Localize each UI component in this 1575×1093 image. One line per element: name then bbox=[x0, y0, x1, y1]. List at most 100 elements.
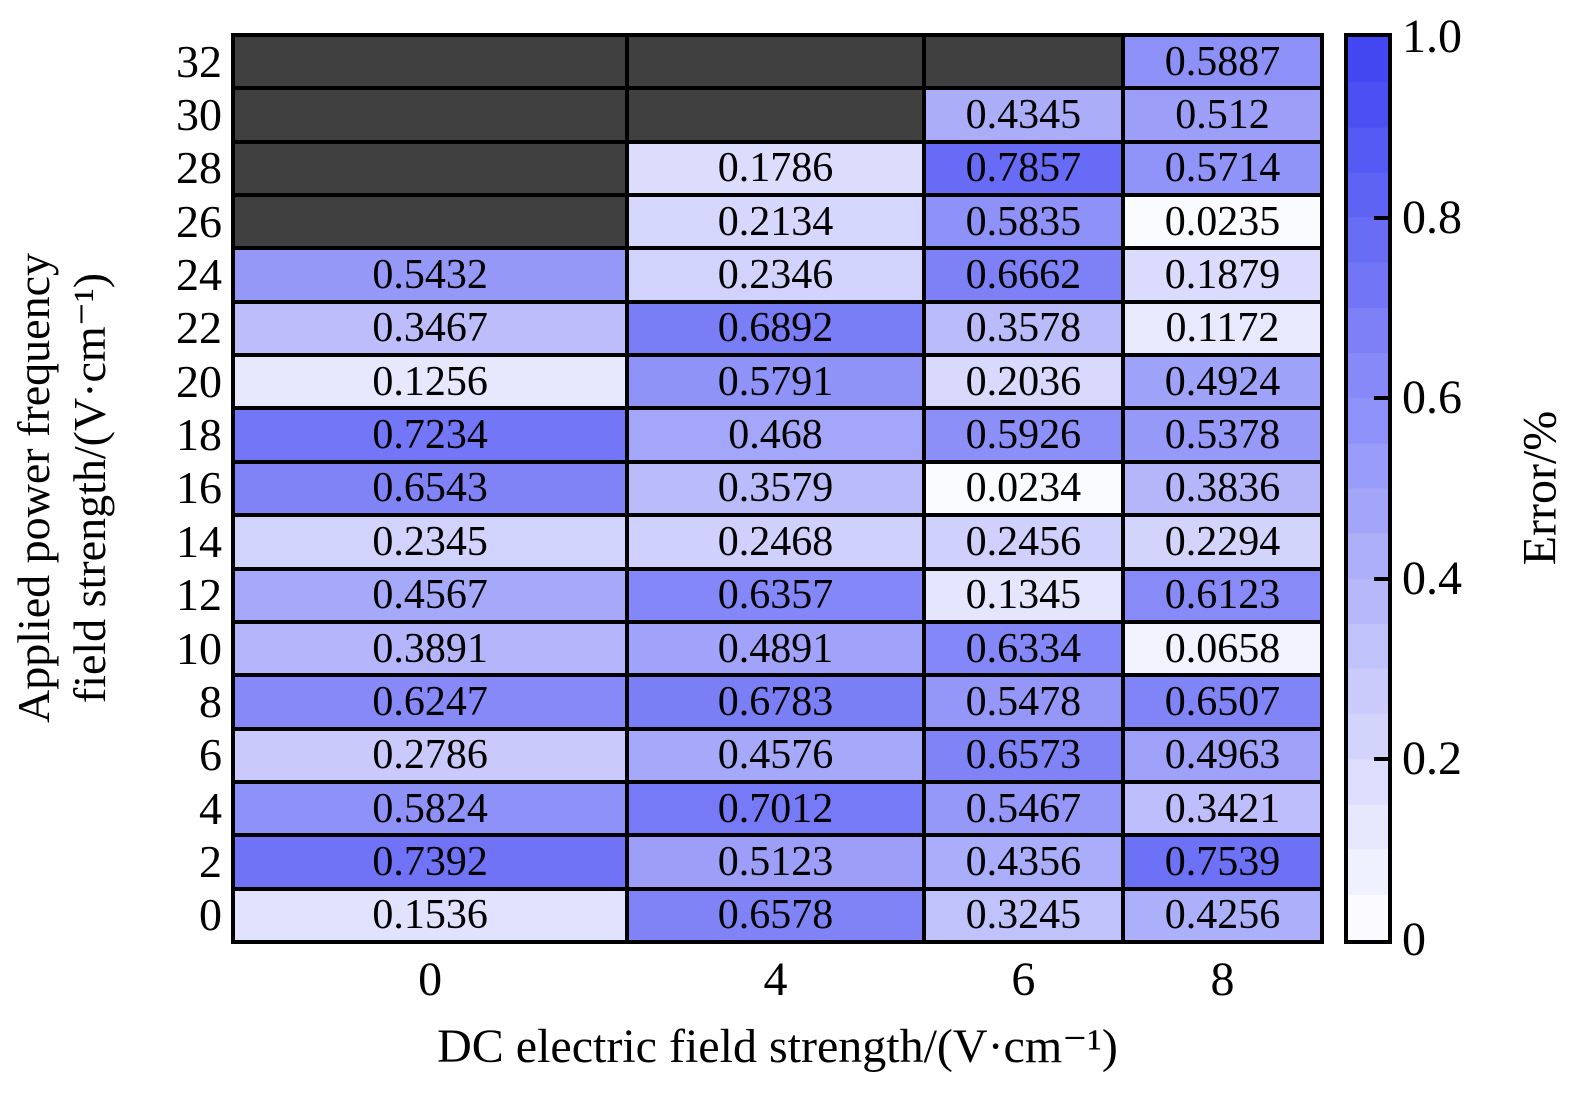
heatmap-cell: 0.2786 bbox=[235, 730, 626, 780]
colorbar-tick bbox=[1374, 757, 1390, 762]
y-axis-tick-label: 20 bbox=[176, 355, 222, 407]
heatmap-cell: 0.5378 bbox=[1124, 410, 1320, 460]
colorbar-tick-label: 0.2 bbox=[1402, 732, 1462, 786]
colorbar-tick-label: 0.4 bbox=[1402, 551, 1462, 605]
y-axis-tick-label: 28 bbox=[176, 142, 222, 194]
y-axis-tick-label: 2 bbox=[199, 835, 222, 887]
y-axis-tick-label: 4 bbox=[199, 782, 222, 834]
y-axis-tick-label: 32 bbox=[176, 35, 222, 87]
heatmap-cell: 0.5467 bbox=[925, 783, 1121, 834]
heatmap-cell: 0.6573 bbox=[925, 730, 1121, 780]
colorbar-tick bbox=[1374, 396, 1390, 401]
heatmap-cell: 0.1879 bbox=[1124, 250, 1320, 300]
heatmap-cell: 0.4356 bbox=[925, 837, 1121, 887]
heatmap-cell: 0.7012 bbox=[629, 783, 922, 834]
heatmap-cell: 0.2456 bbox=[925, 517, 1121, 567]
colorbar-tick-label: 0.8 bbox=[1402, 190, 1462, 244]
heatmap-cell-missing bbox=[925, 37, 1121, 87]
heatmap-cell: 0.6357 bbox=[629, 570, 922, 620]
heatmap-cell: 0.3579 bbox=[629, 463, 922, 514]
heatmap-cell: 0.7539 bbox=[1124, 837, 1320, 887]
heatmap-cell: 0.1786 bbox=[629, 143, 922, 194]
heatmap-cell: 0.5835 bbox=[925, 197, 1121, 247]
heatmap-cell: 0.5478 bbox=[925, 677, 1121, 727]
heatmap-cell: 0.6578 bbox=[629, 890, 922, 940]
heatmap-cell: 0.3421 bbox=[1124, 783, 1320, 834]
heatmap-cell: 0.5123 bbox=[629, 837, 922, 887]
heatmap-cell: 0.1172 bbox=[1124, 303, 1320, 354]
heatmap-cell: 0.1256 bbox=[235, 357, 626, 407]
heatmap-cell: 0.2036 bbox=[925, 357, 1121, 407]
heatmap-cell: 0.2346 bbox=[629, 250, 922, 300]
heatmap-cell: 0.6543 bbox=[235, 463, 626, 514]
y-axis-tick-label: 0 bbox=[199, 889, 222, 941]
heatmap-cell: 0.3891 bbox=[235, 623, 626, 674]
colorbar-tick-label: 0.6 bbox=[1402, 371, 1462, 425]
y-axis-title-line1: Applied power frequency bbox=[8, 252, 60, 724]
y-axis-tick-label: 16 bbox=[176, 462, 222, 514]
y-axis-tick-label: 10 bbox=[176, 622, 222, 674]
heatmap-cell: 0.4345 bbox=[925, 90, 1121, 140]
heatmap-cell: 0.468 bbox=[629, 410, 922, 460]
heatmap-cell: 0.6123 bbox=[1124, 570, 1320, 620]
heatmap-cell: 0.6247 bbox=[235, 677, 626, 727]
heatmap-cell-missing bbox=[235, 143, 626, 194]
y-axis-tick-label: 6 bbox=[199, 729, 222, 781]
heatmap-cell-missing bbox=[629, 90, 922, 140]
heatmap-cell: 0.7857 bbox=[925, 143, 1121, 194]
y-axis-tick-label: 22 bbox=[176, 302, 222, 354]
heatmap-cell: 0.6662 bbox=[925, 250, 1121, 300]
y-axis-tick-label: 26 bbox=[176, 195, 222, 247]
x-axis-tick-label: 6 bbox=[1011, 953, 1036, 1006]
heatmap-cell-missing bbox=[235, 37, 626, 87]
heatmap-cell: 0.512 bbox=[1124, 90, 1320, 140]
heatmap-cell: 0.4576 bbox=[629, 730, 922, 780]
heatmap-cell-missing bbox=[629, 37, 922, 87]
colorbar bbox=[1344, 33, 1392, 944]
heatmap-cell: 0.4256 bbox=[1124, 890, 1320, 940]
heatmap-cell: 0.2468 bbox=[629, 517, 922, 567]
heatmap-cell: 0.4891 bbox=[629, 623, 922, 674]
heatmap-cell: 0.5432 bbox=[235, 250, 626, 300]
heatmap-cell: 0.2294 bbox=[1124, 517, 1320, 567]
colorbar-tick bbox=[1374, 576, 1390, 581]
y-axis-tick-label: 8 bbox=[199, 675, 222, 727]
heatmap-grid: 0.5887 0.4345 0.512 0.1786 0.7857 0.5714 0.213… bbox=[231, 33, 1324, 944]
y-axis-tick-label: 24 bbox=[176, 249, 222, 301]
heatmap-cell: 0.5926 bbox=[925, 410, 1121, 460]
heatmap-cell-missing bbox=[235, 197, 626, 247]
y-axis-tick-label: 14 bbox=[176, 515, 222, 567]
x-axis-title: DC electric field strength/(V·cm⁻¹) bbox=[437, 1020, 1118, 1073]
heatmap-cell: 0.7234 bbox=[235, 410, 626, 460]
heatmap-cell: 0.3467 bbox=[235, 303, 626, 354]
heatmap-cell: 0.4963 bbox=[1124, 730, 1320, 780]
y-axis-tick-label: 30 bbox=[176, 89, 222, 141]
heatmap-cell: 0.3578 bbox=[925, 303, 1121, 354]
heatmap-cell: 0.2345 bbox=[235, 517, 626, 567]
x-axis-tick-label: 8 bbox=[1210, 953, 1235, 1006]
colorbar-tick-labels: 1.0 0.8 0.6 0.4 0.2 0 bbox=[1402, 13, 1522, 964]
heatmap-cell: 0.5791 bbox=[629, 357, 922, 407]
heatmap-cell: 0.0234 bbox=[925, 463, 1121, 514]
heatmap-cell: 0.1345 bbox=[925, 570, 1121, 620]
colorbar-tick-label: 1.0 bbox=[1402, 10, 1462, 63]
x-axis-tick-label: 4 bbox=[763, 953, 788, 1006]
heatmap-cell: 0.6507 bbox=[1124, 677, 1320, 727]
colorbar-tick bbox=[1374, 215, 1390, 220]
colorbar-gradient bbox=[1348, 37, 1388, 940]
x-axis-tick-labels: 0 4 6 8 bbox=[235, 948, 1320, 1012]
heatmap-cell: 0.0658 bbox=[1124, 623, 1320, 674]
heatmap-cell: 0.5714 bbox=[1124, 143, 1320, 194]
heatmap-cell: 0.1536 bbox=[235, 890, 626, 940]
heatmap-cell: 0.6783 bbox=[629, 677, 922, 727]
heatmap-cell: 0.0235 bbox=[1124, 197, 1320, 247]
heatmap-cell: 0.6892 bbox=[629, 303, 922, 354]
y-axis-tick-label: 12 bbox=[176, 569, 222, 621]
heatmap-cell: 0.4924 bbox=[1124, 357, 1320, 407]
heatmap-cell: 0.5824 bbox=[235, 783, 626, 834]
heatmap-cell: 0.7392 bbox=[235, 837, 626, 887]
heatmap-cell: 0.2134 bbox=[629, 197, 922, 247]
heatmap-cell: 0.3245 bbox=[925, 890, 1121, 940]
colorbar-tick-label: 0 bbox=[1402, 913, 1426, 966]
